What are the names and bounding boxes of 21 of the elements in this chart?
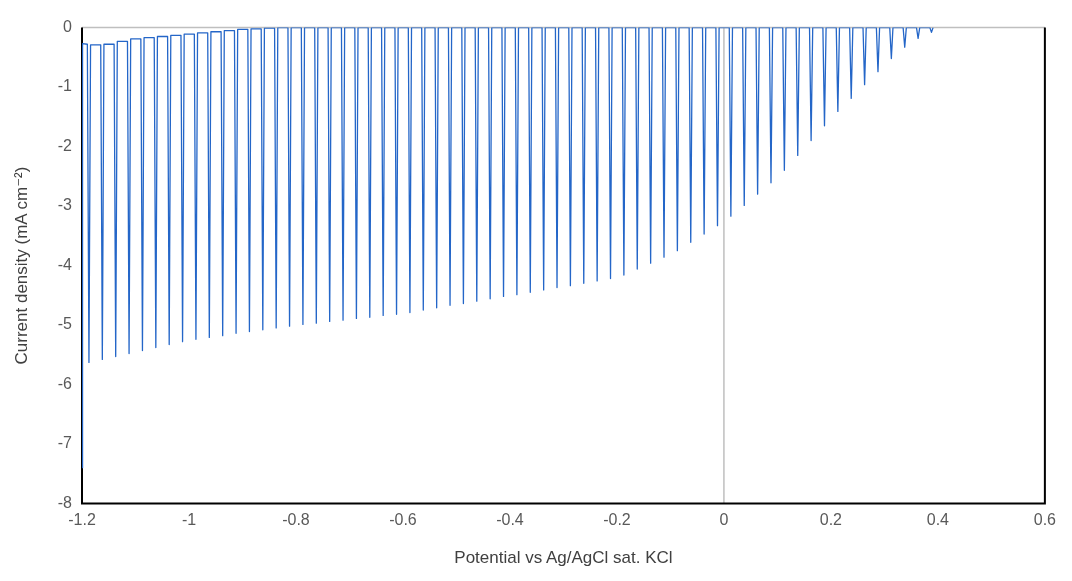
x-tick-label: -1.2 <box>68 511 96 529</box>
y-tick-label: -1 <box>57 77 73 95</box>
x-tick-label: -1 <box>181 511 197 529</box>
y-tick-label: 0 <box>63 18 73 36</box>
x-tick-label: -0.4 <box>496 511 524 529</box>
x-tick-label: 0 <box>719 511 729 529</box>
y-tick-label: -3 <box>57 196 73 214</box>
x-axis-title: Potential vs Ag/AgCl sat. KCl <box>454 548 673 568</box>
x-tick-label: 0.6 <box>1033 511 1057 529</box>
y-axis-title: Current density (mA cm⁻²) <box>11 166 31 365</box>
x-tick-label: -0.6 <box>389 511 417 529</box>
x-tick-label: 0.2 <box>819 511 843 529</box>
y-tick-label: -5 <box>57 315 73 333</box>
y-tick-label: -7 <box>57 434 73 452</box>
y-tick-label: -4 <box>57 255 73 273</box>
y-tick-label: -2 <box>57 136 73 154</box>
y-tick-label: -6 <box>57 374 73 392</box>
x-tick-label: -0.8 <box>282 511 310 529</box>
x-tick-label: -0.2 <box>603 511 631 529</box>
y-tick-label: -8 <box>57 493 73 511</box>
x-tick-label: 0.4 <box>926 511 950 529</box>
